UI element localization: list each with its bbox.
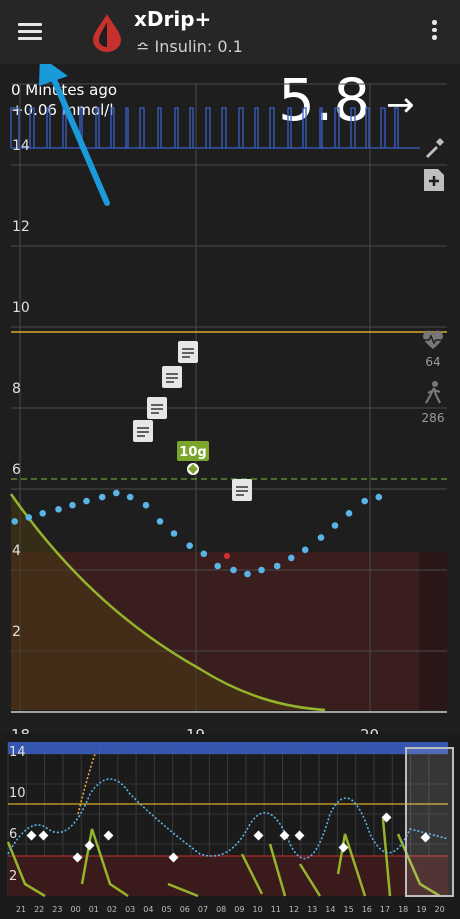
bg-reading-dot [361, 498, 368, 505]
bg-reading-dot [99, 494, 106, 501]
bg-reading-dot [244, 571, 251, 578]
bg-reading-dot [55, 506, 62, 513]
bg-reading-dot [258, 567, 265, 574]
preview-chart[interactable]: 14 10 6 2 21 22 23 00 01 02 03 04 05 06 07 08 09 10 11… [0, 734, 460, 919]
bg-reading-dot [288, 555, 295, 562]
x-tick: 14 [325, 905, 335, 914]
y-tick: 6 [12, 462, 21, 478]
x-tick: 09 [234, 905, 244, 914]
low-reading-dot [224, 553, 230, 559]
bg-reading-dot [318, 534, 325, 541]
x-tick: 16 [362, 905, 372, 914]
x-tick: 04 [143, 905, 153, 914]
xdrip-logo-icon [90, 12, 124, 52]
x-tick: 12 [289, 905, 299, 914]
annotation-arrow [39, 64, 107, 203]
bg-reading-dot [157, 518, 164, 525]
bg-reading-dot [113, 490, 120, 497]
x-tick: 21 [16, 905, 26, 914]
x-tick: 07 [198, 905, 208, 914]
bg-reading-dot [230, 567, 237, 574]
x-tick: 19 [416, 905, 426, 914]
y-tick: 2 [12, 624, 21, 640]
x-tick: 18 [398, 905, 408, 914]
bg-reading-dot [214, 563, 221, 570]
y-tick: 10 [12, 300, 30, 316]
x-tick: 08 [216, 905, 226, 914]
heart-rate-icon [423, 331, 443, 349]
more-vert-icon[interactable] [430, 20, 440, 44]
y-tick: 14 [12, 138, 30, 154]
note-icon [232, 479, 252, 501]
x-tick: 15 [344, 905, 354, 914]
x-tick: 01 [89, 905, 99, 914]
steps-value: 286 [422, 411, 445, 425]
bg-reading-dot [83, 498, 90, 505]
bg-reading-dot [346, 510, 353, 517]
bg-reading-dot [186, 542, 193, 549]
x-tick: 17 [380, 905, 390, 914]
preview-viewport-window[interactable] [406, 748, 453, 896]
y-tick: 2 [9, 869, 17, 884]
bg-reading-dot [332, 522, 339, 529]
carb-treatment-label: 10g [179, 445, 206, 460]
y-tick: 14 [9, 745, 26, 760]
x-tick: 11 [271, 905, 281, 914]
x-tick: 00 [71, 905, 81, 914]
bg-reading-dot [143, 502, 150, 509]
y-tick: 4 [12, 543, 21, 559]
x-tick: 22 [34, 905, 44, 914]
bg-reading-dot [69, 502, 76, 509]
y-tick: 6 [9, 827, 17, 842]
bg-reading-dot [39, 510, 46, 517]
bg-reading-dot [302, 547, 309, 554]
bg-reading-dot [376, 494, 383, 501]
low-zone-edge [419, 552, 447, 710]
y-tick: 12 [12, 219, 30, 235]
x-tick: 03 [125, 905, 135, 914]
add-note-icon[interactable] [424, 169, 444, 191]
x-tick: 10 [253, 905, 263, 914]
y-tick: 8 [12, 381, 21, 397]
bg-reading-dot [274, 563, 281, 570]
x-tick: 02 [107, 905, 117, 914]
bg-reading-dot [201, 551, 208, 558]
note-icon [162, 366, 182, 388]
eyedropper-icon[interactable] [426, 138, 444, 158]
bg-reading-dot [127, 494, 134, 501]
x-tick: 23 [52, 905, 62, 914]
hamburger-menu-icon[interactable] [18, 20, 44, 42]
y-tick: 10 [9, 786, 26, 801]
app-bar: xDrip+ ≏ Insulin: 0.1 [0, 0, 460, 64]
note-icon [147, 397, 167, 419]
insulin-subtitle: ≏ Insulin: 0.1 [136, 37, 243, 56]
x-tick: 05 [162, 905, 172, 914]
x-tick: 20 [435, 905, 445, 914]
preview-basal [8, 742, 448, 754]
note-icon [133, 420, 153, 442]
heart-rate-value: 64 [425, 355, 440, 369]
bg-reading-dot [26, 514, 33, 521]
x-tick: 06 [180, 905, 190, 914]
x-tick: 13 [307, 905, 317, 914]
preview-low-zone [8, 856, 448, 896]
bg-reading-dot [171, 530, 178, 537]
bg-reading-dot [11, 518, 18, 525]
steps-walker-icon [426, 381, 440, 403]
note-icons [133, 341, 252, 501]
note-icon [178, 341, 198, 363]
app-title: xDrip+ [134, 7, 211, 31]
